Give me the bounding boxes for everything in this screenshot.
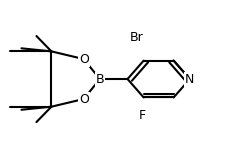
Text: F: F — [138, 109, 146, 122]
Text: Br: Br — [129, 31, 143, 44]
Text: N: N — [184, 73, 194, 86]
Text: O: O — [79, 93, 88, 106]
Text: O: O — [79, 53, 88, 66]
Text: B: B — [95, 73, 104, 86]
